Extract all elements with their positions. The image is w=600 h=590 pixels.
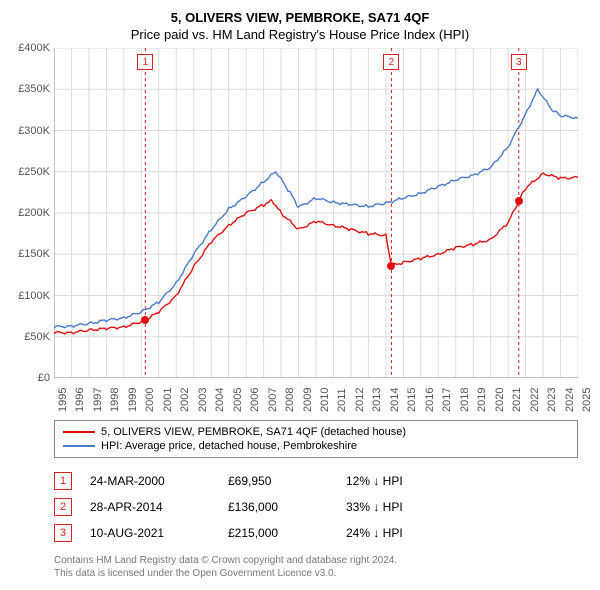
x-tick-label: 2003: [197, 388, 209, 412]
table-row: 1 24-MAR-2000 £69,950 12% ↓ HPI: [54, 468, 546, 494]
x-tick-label: 2006: [249, 388, 261, 412]
x-tick-label: 2024: [564, 388, 576, 412]
x-tick-label: 2020: [494, 388, 506, 412]
legend-row: HPI: Average price, detached house, Pemb…: [63, 439, 569, 453]
row-change: 33% ↓ HPI: [346, 500, 466, 514]
x-tick-label: 2007: [267, 388, 279, 412]
x-tick-label: 2013: [371, 388, 383, 412]
row-change: 12% ↓ HPI: [346, 474, 466, 488]
x-tick-label: 2023: [546, 388, 558, 412]
row-date: 24-MAR-2000: [90, 474, 210, 488]
chart-marker-dot: [515, 197, 523, 205]
y-tick-label: £300K: [14, 125, 50, 137]
row-date: 28-APR-2014: [90, 500, 210, 514]
x-tick-label: 2025: [581, 388, 593, 412]
x-tick-label: 2008: [284, 388, 296, 412]
x-tick-label: 2012: [354, 388, 366, 412]
y-tick-label: £250K: [14, 166, 50, 178]
chart-marker-dot: [141, 316, 149, 324]
attribution-line: This data is licensed under the Open Gov…: [54, 567, 546, 580]
x-tick-label: 2021: [511, 388, 523, 412]
y-tick-label: £50K: [14, 331, 50, 343]
chart-marker-badge: 1: [137, 54, 153, 70]
x-tick-label: 2015: [406, 388, 418, 412]
legend-row: 5, OLIVERS VIEW, PEMBROKE, SA71 4QF (det…: [63, 425, 569, 439]
row-change: 24% ↓ HPI: [346, 526, 466, 540]
x-tick-label: 2010: [319, 388, 331, 412]
row-badge: 2: [54, 498, 72, 516]
chart-marker-badge: 2: [383, 54, 399, 70]
x-tick-label: 1998: [109, 388, 121, 412]
line-chart: £0£50K£100K£150K£200K£250K£300K£350K£400…: [54, 48, 578, 378]
x-tick-label: 2000: [144, 388, 156, 412]
x-tick-label: 1997: [92, 388, 104, 412]
x-tick-label: 2004: [214, 388, 226, 412]
attribution: Contains HM Land Registry data © Crown c…: [54, 554, 546, 580]
row-price: £136,000: [228, 500, 328, 514]
legend-label: HPI: Average price, detached house, Pemb…: [101, 440, 357, 452]
y-tick-label: £0: [14, 372, 50, 384]
legend-swatch: [63, 445, 95, 447]
x-axis-ticks: 1995 1996 1997 1998 1999 2000 2001 2002 2003 2004…: [54, 378, 578, 420]
legend-label: 5, OLIVERS VIEW, PEMBROKE, SA71 4QF (det…: [101, 426, 406, 438]
x-tick-label: 2001: [162, 388, 174, 412]
y-tick-label: £200K: [14, 207, 50, 219]
row-price: £69,950: [228, 474, 328, 488]
chart-marker-badge: 3: [511, 54, 527, 70]
x-tick-label: 2022: [529, 388, 541, 412]
table-row: 3 10-AUG-2021 £215,000 24% ↓ HPI: [54, 520, 546, 546]
x-tick-label: 2016: [424, 388, 436, 412]
table-row: 2 28-APR-2014 £136,000 33% ↓ HPI: [54, 494, 546, 520]
y-tick-label: £150K: [14, 248, 50, 260]
page-subtitle: Price paid vs. HM Land Registry's House …: [14, 27, 586, 42]
x-tick-label: 2002: [179, 388, 191, 412]
x-tick-label: 2019: [476, 388, 488, 412]
attribution-line: Contains HM Land Registry data © Crown c…: [54, 554, 546, 567]
legend: 5, OLIVERS VIEW, PEMBROKE, SA71 4QF (det…: [54, 420, 578, 458]
row-badge: 3: [54, 524, 72, 542]
y-tick-label: £100K: [14, 290, 50, 302]
x-tick-label: 2011: [336, 388, 348, 412]
legend-swatch: [63, 431, 95, 433]
row-price: £215,000: [228, 526, 328, 540]
x-tick-label: 1999: [127, 388, 139, 412]
transactions-table: 1 24-MAR-2000 £69,950 12% ↓ HPI 2 28-APR-2014…: [54, 468, 546, 546]
x-tick-label: 2009: [302, 388, 314, 412]
x-tick-label: 2005: [232, 388, 244, 412]
y-tick-label: £350K: [14, 83, 50, 95]
row-date: 10-AUG-2021: [90, 526, 210, 540]
chart-marker-dot: [387, 262, 395, 270]
x-tick-label: 2017: [441, 388, 453, 412]
x-tick-label: 2014: [389, 388, 401, 412]
x-tick-label: 1996: [74, 388, 86, 412]
x-tick-label: 2018: [459, 388, 471, 412]
x-tick-label: 1995: [57, 388, 69, 412]
page-title: 5, OLIVERS VIEW, PEMBROKE, SA71 4QF: [14, 10, 586, 25]
row-badge: 1: [54, 472, 72, 490]
y-tick-label: £400K: [14, 42, 50, 54]
